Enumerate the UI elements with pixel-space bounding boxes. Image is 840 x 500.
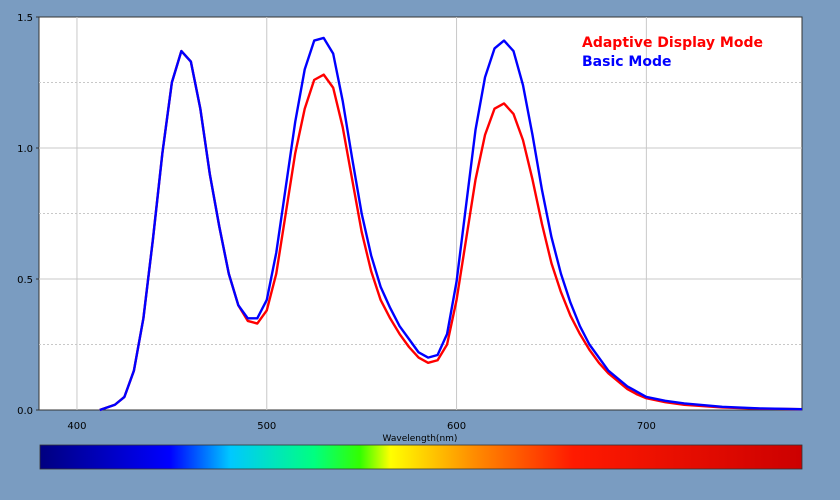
x-axis-label: Wavelength(nm)	[383, 434, 458, 444]
y-tick-label: 1.5	[17, 13, 33, 24]
series-line-basic-mode	[99, 36, 803, 412]
x-tick-label: 600	[447, 421, 466, 432]
legend-entry: Basic Mode	[582, 54, 672, 70]
x-tick-label: 700	[637, 421, 656, 432]
y-tick-label: 0.0	[17, 406, 33, 417]
series-layer	[99, 36, 803, 412]
legend-entry: Adaptive Display Mode	[582, 35, 763, 51]
y-tick-label: 0.5	[17, 275, 33, 286]
wavelength-color-bar	[39, 444, 803, 470]
axes-layer: 400 500 600 700 0.0 0.5 1.0 1.5	[17, 13, 656, 432]
y-tick-label: 1.0	[17, 144, 33, 155]
grid-layer	[39, 17, 802, 410]
legend: Adaptive Display Mode Basic Mode	[582, 35, 763, 70]
x-tick-label: 400	[67, 421, 86, 432]
x-tick-label: 500	[257, 421, 276, 432]
